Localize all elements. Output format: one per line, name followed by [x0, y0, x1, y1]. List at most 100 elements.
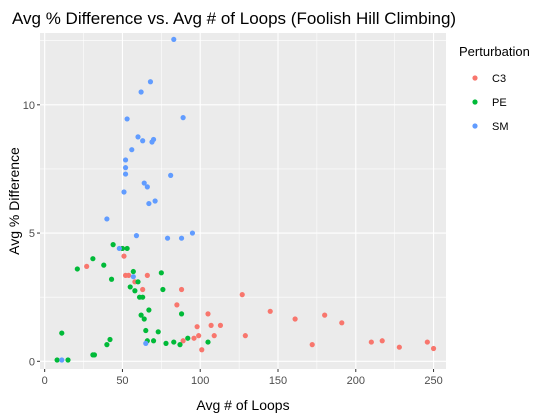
data-points — [54, 36, 437, 363]
point-c3 — [217, 322, 224, 328]
point-pe — [124, 245, 130, 252]
chart-title: Avg % Difference vs. Avg # of Loops (Foo… — [12, 9, 456, 28]
point-pe — [160, 286, 166, 293]
point-pe — [54, 357, 60, 363]
x-tick-label: 50 — [116, 375, 128, 387]
point-c3 — [140, 286, 146, 293]
point-c3 — [368, 339, 374, 345]
point-sm — [124, 116, 130, 122]
legend-label-pe: PE — [492, 97, 507, 109]
grid-lines — [40, 33, 446, 369]
legend-key-pe — [472, 99, 478, 105]
point-c3 — [239, 292, 245, 298]
point-c3 — [180, 338, 186, 344]
point-sm — [129, 147, 135, 153]
point-c3 — [292, 316, 298, 322]
x-tick-label: 150 — [269, 375, 287, 387]
point-c3 — [322, 312, 328, 318]
point-sm — [59, 357, 65, 363]
y-tick-label: 10 — [23, 100, 35, 112]
x-tick-label: 0 — [42, 375, 48, 387]
point-sm — [146, 200, 152, 207]
point-sm — [144, 184, 150, 190]
point-pe — [59, 330, 65, 336]
point-c3 — [396, 344, 402, 350]
legend-key-sm — [472, 123, 478, 129]
point-sm — [140, 138, 146, 144]
y-axis-ticks: 0 5 10 — [23, 100, 40, 368]
point-pe — [90, 256, 96, 262]
point-c3 — [339, 320, 345, 326]
point-c3 — [199, 347, 205, 353]
point-c3 — [191, 335, 197, 341]
point-pe — [178, 311, 185, 317]
legend-label-sm: SM — [492, 121, 509, 133]
point-sm — [147, 79, 154, 85]
point-pe — [158, 270, 164, 276]
legend: Perturbation C3 PE SM — [450, 33, 560, 143]
x-tick-label: 250 — [424, 375, 442, 387]
point-sm — [171, 36, 177, 43]
point-pe — [135, 279, 141, 285]
x-axis-title: Avg # of Loops — [196, 397, 289, 413]
point-sm — [180, 115, 186, 121]
point-c3 — [196, 333, 202, 339]
point-pe — [171, 339, 177, 345]
legend-box — [450, 33, 560, 143]
point-sm — [189, 230, 196, 236]
legend-key-c3 — [472, 75, 478, 81]
y-tick-label: 5 — [29, 228, 35, 240]
point-c3 — [84, 263, 90, 270]
point-c3 — [267, 308, 273, 314]
point-sm — [164, 235, 171, 241]
point-pe — [177, 342, 183, 348]
y-axis-title: Avg % Difference — [6, 147, 22, 255]
point-c3 — [211, 333, 217, 339]
point-pe — [141, 316, 147, 322]
x-tick-label: 100 — [191, 375, 209, 387]
point-pe — [185, 335, 191, 341]
point-sm — [138, 89, 144, 95]
point-sm — [168, 172, 174, 178]
point-sm — [133, 233, 140, 239]
point-pe — [108, 276, 115, 282]
point-c3 — [194, 324, 200, 330]
point-pe — [104, 342, 110, 348]
legend-items: C3 PE SM — [472, 73, 509, 133]
x-tick-label: 200 — [347, 375, 365, 387]
point-sm — [178, 235, 185, 241]
point-pe — [65, 357, 71, 363]
point-sm — [141, 180, 147, 186]
point-pe — [138, 312, 144, 318]
point-sm — [121, 189, 127, 195]
point-sm — [135, 134, 141, 140]
point-c3 — [121, 253, 127, 259]
point-c3 — [430, 345, 437, 352]
point-c3 — [126, 272, 132, 278]
point-sm — [130, 274, 136, 280]
point-pe — [74, 266, 80, 272]
point-sm — [152, 198, 158, 204]
point-c3 — [178, 286, 185, 293]
point-c3 — [379, 338, 385, 344]
point-sm — [122, 165, 129, 171]
point-pe — [91, 352, 98, 358]
point-pe — [143, 327, 149, 334]
point-c3 — [309, 342, 315, 348]
point-pe — [150, 338, 157, 344]
x-axis-ticks: 0 50 100 150 200 250 — [42, 369, 443, 387]
point-c3 — [208, 322, 214, 328]
point-pe — [110, 242, 116, 248]
y-tick-label: 0 — [29, 356, 35, 368]
point-pe — [127, 284, 133, 290]
point-pe — [101, 262, 107, 268]
point-pe — [130, 268, 136, 275]
point-c3 — [424, 339, 430, 345]
point-sm — [122, 171, 129, 177]
point-pe — [132, 288, 138, 294]
point-sm — [116, 245, 122, 252]
plot-panel — [40, 33, 446, 369]
legend-title: Perturbation — [459, 44, 530, 59]
point-sm — [122, 157, 129, 163]
